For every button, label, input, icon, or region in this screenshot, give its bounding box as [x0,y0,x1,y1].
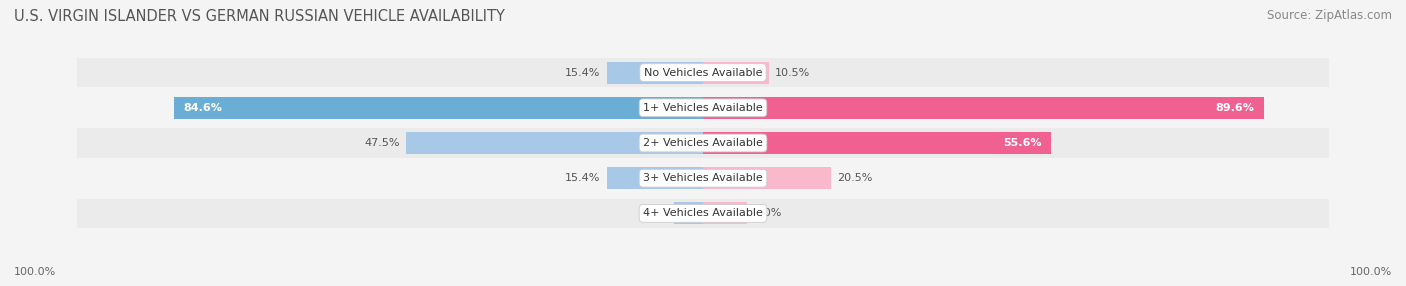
Bar [703,202,747,224]
Bar [606,62,703,84]
Bar [77,198,1329,228]
Text: 55.6%: 55.6% [1002,138,1042,148]
Text: 84.6%: 84.6% [183,103,222,113]
Text: 15.4%: 15.4% [565,67,600,78]
Text: 47.5%: 47.5% [364,138,399,148]
Text: U.S. VIRGIN ISLANDER VS GERMAN RUSSIAN VEHICLE AVAILABILITY: U.S. VIRGIN ISLANDER VS GERMAN RUSSIAN V… [14,9,505,23]
Text: 4.6%: 4.6% [640,208,668,219]
Bar [703,167,831,189]
Bar [675,202,703,224]
Text: 15.4%: 15.4% [565,173,600,183]
Text: 20.5%: 20.5% [838,173,873,183]
Text: 89.6%: 89.6% [1215,103,1254,113]
Bar [77,93,1329,123]
Bar [703,62,769,84]
Text: 10.5%: 10.5% [775,67,810,78]
Bar [77,128,1329,158]
Bar [174,97,703,119]
Text: 2+ Vehicles Available: 2+ Vehicles Available [643,138,763,148]
Text: 100.0%: 100.0% [14,267,56,277]
Text: Source: ZipAtlas.com: Source: ZipAtlas.com [1267,9,1392,21]
Text: 1+ Vehicles Available: 1+ Vehicles Available [643,103,763,113]
Text: No Vehicles Available: No Vehicles Available [644,67,762,78]
Text: 7.0%: 7.0% [754,208,782,219]
Bar [703,132,1050,154]
Text: 100.0%: 100.0% [1350,267,1392,277]
Text: 3+ Vehicles Available: 3+ Vehicles Available [643,173,763,183]
Bar [77,58,1329,88]
Bar [606,167,703,189]
Bar [406,132,703,154]
Text: 4+ Vehicles Available: 4+ Vehicles Available [643,208,763,219]
Bar [77,163,1329,193]
Bar [703,97,1264,119]
